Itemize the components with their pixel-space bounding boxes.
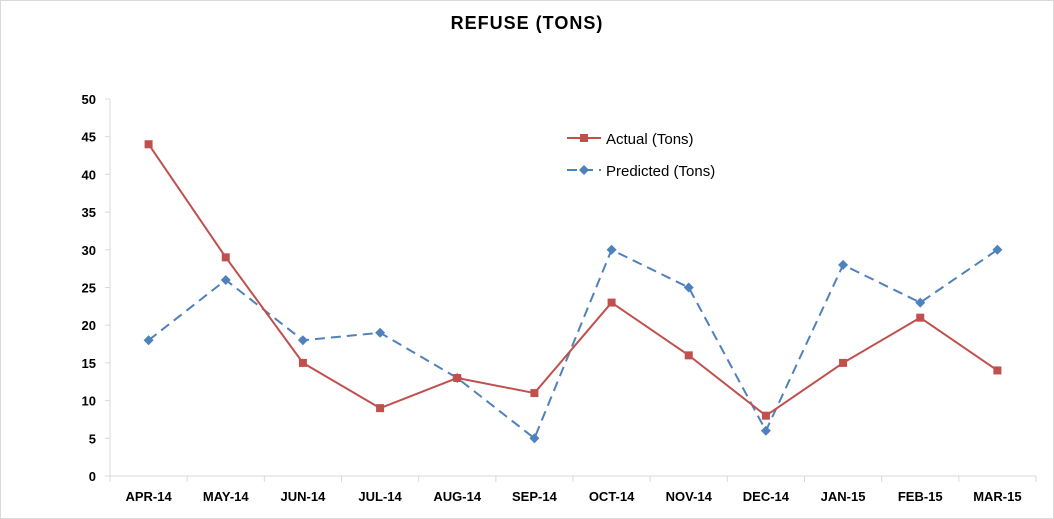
actual-series-point <box>530 389 539 398</box>
actual-series-point <box>607 298 616 307</box>
legend-predicted-point <box>579 165 589 175</box>
x-tick-label: APR-14 <box>125 489 172 504</box>
x-tick-label: JUN-14 <box>281 489 327 504</box>
predicted-series-line <box>147 248 998 440</box>
predicted-series-point <box>143 335 154 346</box>
x-tick-label: NOV-14 <box>666 489 713 504</box>
legend-actual-point <box>580 134 588 142</box>
actual-series-point <box>761 411 770 420</box>
y-tick-label: 5 <box>89 431 96 446</box>
actual-series-point <box>684 351 693 360</box>
y-tick-label: 30 <box>82 243 96 258</box>
y-tick-label: 20 <box>82 318 96 333</box>
x-tick-label: OCT-14 <box>589 489 635 504</box>
predicted-series-point <box>992 244 1003 255</box>
y-tick-label: 10 <box>82 394 96 409</box>
actual-series-point <box>839 358 848 367</box>
x-tick-label: JUL-14 <box>358 489 402 504</box>
legend-actual-label: Actual (Tons) <box>606 131 694 148</box>
actual-series-point <box>144 140 153 149</box>
y-tick-label: 50 <box>82 92 96 107</box>
y-tick-label: 45 <box>82 130 96 145</box>
x-tick-label: SEP-14 <box>512 489 558 504</box>
predicted-series-point <box>220 274 231 285</box>
actual-series-point <box>376 404 385 413</box>
predicted-series-point <box>915 297 926 308</box>
actual-series-point <box>916 313 925 322</box>
actual-series-point <box>221 253 230 262</box>
actual-series-line <box>147 143 998 417</box>
x-tick-label: FEB-15 <box>898 489 943 504</box>
x-tick-label: AUG-14 <box>433 489 481 504</box>
actual-series-point <box>298 358 307 367</box>
y-tick-label: 40 <box>82 167 96 182</box>
actual-series-point <box>453 373 462 382</box>
x-tick-label: DEC-14 <box>743 489 790 504</box>
x-tick-label: MAY-14 <box>203 489 250 504</box>
predicted-series-point <box>297 335 308 346</box>
y-tick-label: 0 <box>89 469 96 484</box>
predicted-series-point <box>529 433 540 444</box>
legend-predicted-label: Predicted (Tons) <box>606 163 715 180</box>
predicted-series-point <box>838 259 849 270</box>
y-tick-label: 25 <box>82 281 96 296</box>
y-tick-label: 35 <box>82 205 96 220</box>
predicted-series-point <box>606 244 617 255</box>
predicted-series-point <box>683 282 694 293</box>
predicted-series-point <box>760 425 771 436</box>
predicted-series-point <box>375 327 386 338</box>
x-tick-label: JAN-15 <box>821 489 866 504</box>
chart-title: REFUSE (TONS) <box>450 13 604 33</box>
x-tick-label: MAR-15 <box>973 489 1021 504</box>
y-tick-label: 15 <box>82 356 96 371</box>
actual-series-point <box>993 366 1002 375</box>
